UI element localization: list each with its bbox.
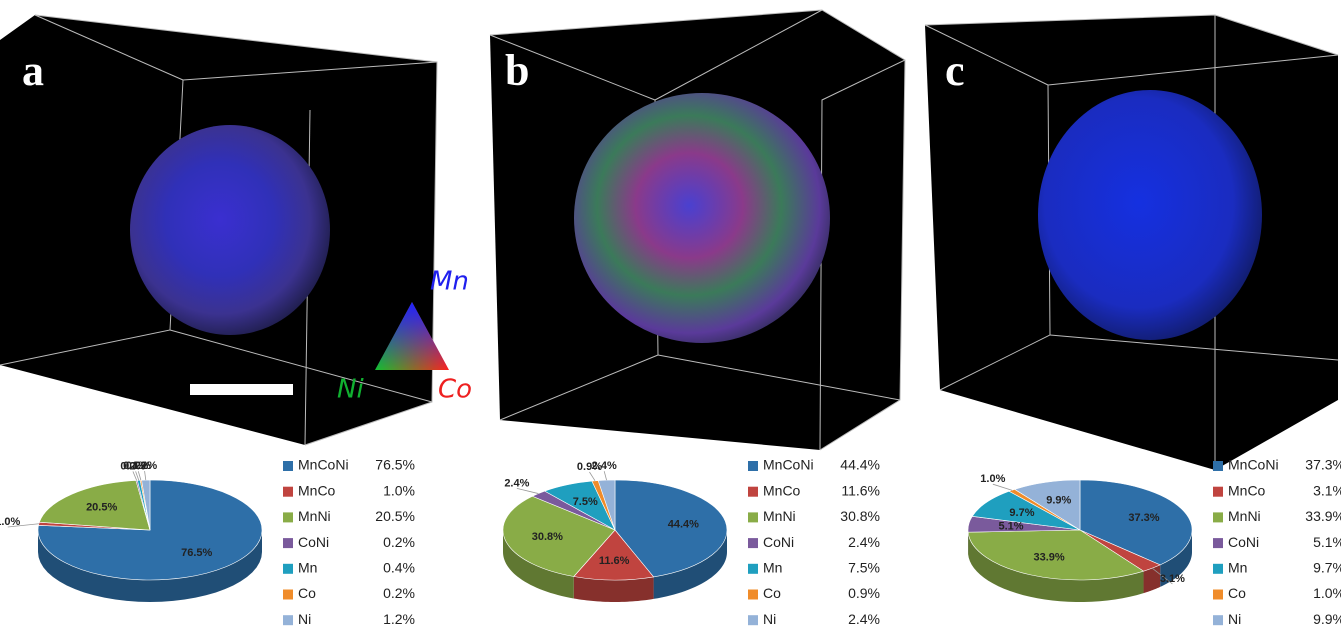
legend-value: 33.9%: [1305, 508, 1341, 524]
panel-label: c: [945, 46, 965, 95]
legend-value: 0.2%: [383, 534, 415, 550]
legend-label: MnCoNi: [298, 457, 349, 473]
legend-label: MnCoNi: [1228, 457, 1279, 473]
leader-line: [589, 472, 595, 481]
ternary-label: Mn: [430, 267, 469, 297]
legend-value: 1.2%: [383, 611, 415, 627]
legend-label: Co: [763, 585, 781, 601]
legend-label: MnCo: [763, 482, 801, 498]
legend-value: 5.1%: [1313, 534, 1341, 550]
legend-swatch: [283, 538, 293, 548]
slice-label: 30.8%: [532, 531, 563, 543]
legend-swatch: [1213, 564, 1223, 574]
legend-label: Mn: [763, 560, 782, 576]
legend-value: 37.3%: [1305, 457, 1341, 473]
slice-label: 37.3%: [1128, 512, 1159, 524]
legend-label: MnNi: [763, 508, 796, 524]
slice-label: 2.4%: [504, 477, 529, 489]
legend-swatch: [1213, 512, 1223, 522]
legend-label: Mn: [298, 560, 317, 576]
legend-label: Mn: [1228, 560, 1247, 576]
legend-swatch: [748, 590, 758, 600]
legend-label: Ni: [1228, 611, 1241, 627]
slice-label: 11.6%: [599, 555, 630, 567]
slice-label: 9.9%: [1046, 494, 1071, 506]
legend-swatch: [283, 590, 293, 600]
legend-swatch: [1213, 487, 1223, 497]
slice-label: 9.7%: [1009, 507, 1034, 519]
legend-value: 11.6%: [841, 482, 880, 498]
leader-line: [145, 471, 146, 480]
slice-label: 33.9%: [1033, 552, 1064, 564]
slice-label: 76.5%: [181, 547, 212, 559]
legend-value: 1.0%: [383, 482, 415, 498]
render-a: [0, 15, 437, 445]
legend-swatch: [748, 487, 758, 497]
legend-label: MnNi: [1228, 508, 1261, 524]
legend-swatch: [283, 564, 293, 574]
legend-value: 44.4%: [840, 457, 880, 473]
legend-value: 20.5%: [375, 508, 415, 524]
slice-label: 20.5%: [86, 502, 117, 514]
legend-label: MnCo: [1228, 482, 1266, 498]
legend-label: Co: [298, 585, 316, 601]
legend-swatch: [1213, 461, 1223, 471]
legend-label: Ni: [763, 611, 776, 627]
legend-swatch: [1213, 615, 1223, 625]
legend-value: 0.4%: [383, 560, 415, 576]
slice-label: 1.2%: [132, 460, 157, 472]
legend-value: 0.2%: [383, 585, 415, 601]
render-c: [925, 15, 1338, 470]
ternary-label: Ni: [337, 375, 364, 405]
slice-label: 2.4%: [592, 460, 617, 472]
panel-label: a: [22, 46, 44, 95]
slice-label: 44.4%: [668, 518, 699, 530]
leader-line: [138, 471, 141, 480]
legend-value: 2.4%: [848, 611, 880, 627]
legend-swatch: [748, 512, 758, 522]
legend-swatch: [748, 538, 758, 548]
legend-value: 7.5%: [848, 560, 880, 576]
legend-swatch: [748, 615, 758, 625]
legend-swatch: [1213, 538, 1223, 548]
render-b: [490, 10, 905, 450]
legend-label: CoNi: [763, 534, 794, 550]
slice-label: 7.5%: [573, 496, 598, 508]
figure: Mn Ni Co a 76.5% 1.0% 20.5% 0.2% 0.4% 0.2% 1.2%…: [0, 0, 1341, 628]
legend-value: 0.9%: [848, 585, 880, 601]
legend-label: MnNi: [298, 508, 331, 524]
slice-label: 1.0%: [0, 516, 21, 528]
legend-value: 9.9%: [1313, 611, 1341, 627]
slice-label: 5.1%: [998, 520, 1023, 532]
legend-swatch: [1213, 590, 1223, 600]
legend-swatch: [748, 461, 758, 471]
legend-label: CoNi: [298, 534, 329, 550]
legend-label: Co: [1228, 585, 1246, 601]
legend-swatch: [283, 615, 293, 625]
leader-line: [604, 471, 606, 480]
slice-label: 3.1%: [1160, 573, 1185, 585]
legend-value: 76.5%: [375, 457, 415, 473]
leader-line: [993, 484, 1012, 490]
legend-swatch: [748, 564, 758, 574]
ternary-label: Co: [438, 375, 472, 405]
legend-label: Ni: [298, 611, 311, 627]
legend-value: 1.0%: [1313, 585, 1341, 601]
legend-swatch: [283, 487, 293, 497]
panel-label: b: [505, 46, 529, 95]
slice-label: 1.0%: [980, 473, 1005, 485]
legend-label: MnCoNi: [763, 457, 814, 473]
legend-swatch: [283, 461, 293, 471]
legend-value: 3.1%: [1313, 482, 1341, 498]
legend-value: 2.4%: [848, 534, 880, 550]
legend-swatch: [283, 512, 293, 522]
legend-value: 9.7%: [1313, 560, 1341, 576]
legend-label: CoNi: [1228, 534, 1259, 550]
legend-label: MnCo: [298, 482, 336, 498]
legend-value: 30.8%: [840, 508, 880, 524]
